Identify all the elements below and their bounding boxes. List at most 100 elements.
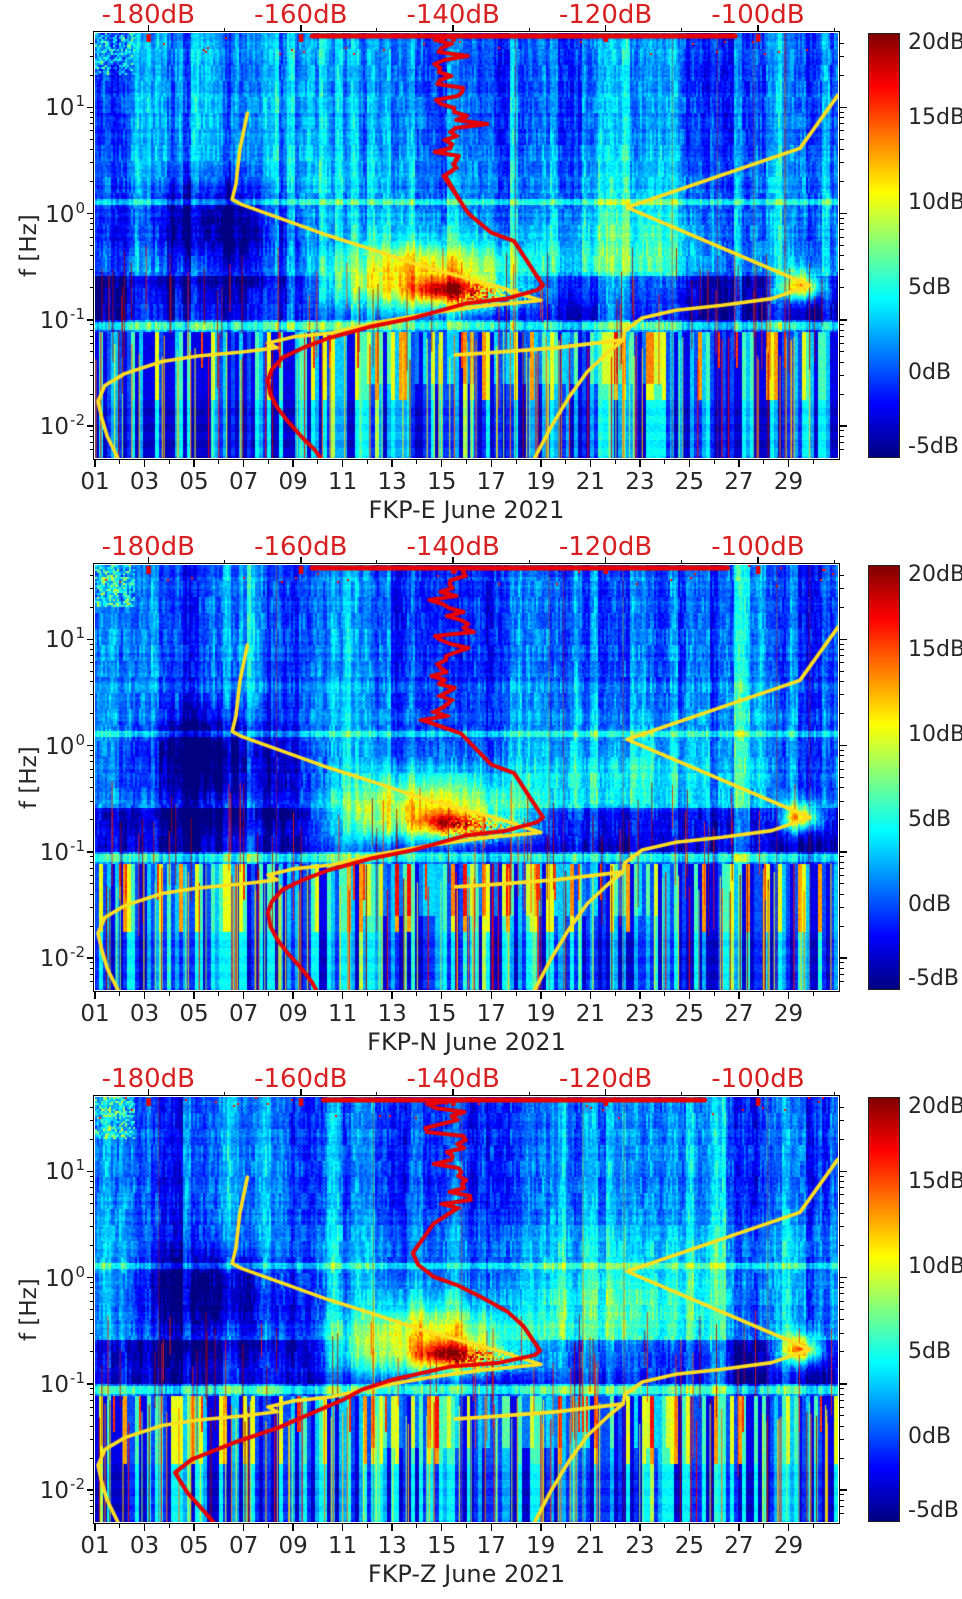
x-tick-label: 27 [724,1533,754,1559]
y-tick-label: 100 [29,199,85,228]
tick-mark [839,255,844,257]
tick-mark [839,425,847,427]
tick-mark [86,638,94,640]
y-tick-exponent: -2 [70,1475,85,1493]
tick-mark [89,962,94,964]
tick-mark [86,1170,94,1172]
tick-mark [89,800,94,802]
tick-mark [89,342,94,344]
tick-mark [757,25,759,32]
tick-mark [89,255,94,257]
tick-mark [839,649,844,651]
tick-mark [839,236,844,238]
tick-mark [839,1505,844,1507]
tick-mark [839,42,844,44]
tick-mark [267,1524,269,1528]
tick-mark [839,1399,844,1401]
tick-mark [713,1524,715,1528]
tick-mark [757,557,759,564]
tick-mark [89,670,94,672]
tick-mark [839,1293,844,1295]
tick-mark [89,117,94,119]
tick-mark [89,1213,94,1215]
tick-mark [839,867,844,869]
spectrogram-canvas-fkp-z [95,1097,838,1522]
tick-mark [89,1202,94,1204]
tick-mark [839,74,844,76]
tick-mark [168,460,170,464]
tick-mark [89,435,94,437]
tick-mark [839,162,844,164]
tick-mark [839,761,844,763]
y-tick-exponent: 0 [75,1262,85,1281]
tick-mark [143,1524,146,1531]
tick-mark [713,992,715,996]
y-tick-label: 10-1 [29,1369,85,1398]
tick-mark [89,56,94,58]
y-tick-base: 10 [39,946,70,972]
tick-mark [89,1226,94,1228]
tick-mark [147,557,150,564]
tick-mark [839,324,844,326]
colorbar-label: -5dB [908,966,959,991]
tick-mark [317,992,319,996]
x-tick-label: 23 [625,469,655,495]
x-tick-label: 05 [179,1533,209,1559]
tick-mark [242,460,245,467]
colorbar-label: 10dB [908,1254,962,1279]
x-tick-label: 03 [129,1533,160,1559]
y-tick-exponent: -2 [70,943,85,961]
tick-mark [589,1524,592,1531]
tick-mark [839,287,844,289]
tick-mark [833,1092,835,1096]
tick-mark [89,867,94,869]
tick-mark [839,973,844,975]
x-tick-label: 05 [179,469,209,495]
tick-mark [341,992,344,999]
tick-mark [763,460,765,464]
y-tick-exponent: -1 [70,1368,85,1387]
x-tick-label: 11 [328,469,358,495]
tick-mark [839,856,844,858]
tick-mark [839,662,844,664]
tick-mark [839,787,844,789]
tick-mark [466,992,467,996]
tick-mark [839,874,844,876]
x-tick-label: 15 [427,1533,457,1559]
tick-mark [839,906,844,908]
tick-mark [292,992,294,999]
tick-mark [757,1089,759,1096]
tick-mark [839,393,844,395]
tick-mark [86,319,94,321]
tick-mark [466,1524,467,1528]
tick-mark [839,130,844,132]
tick-mark [89,861,94,863]
tick-mark [839,342,844,344]
tick-mark [89,787,94,789]
tick-mark [839,1388,844,1390]
tick-mark [89,1406,94,1408]
tick-mark [839,694,844,696]
tick-mark [89,1175,94,1177]
x-tick-label: 09 [278,1533,308,1559]
y-tick-label: 100 [29,1263,85,1292]
tick-mark [366,460,368,464]
tick-mark [839,1425,844,1427]
y-tick-base: 10 [39,839,70,866]
tick-mark [466,460,467,464]
y-axis-label: f [Hz] [16,1278,42,1341]
tick-mark [839,111,844,113]
tick-mark [565,1524,567,1528]
tick-mark [839,670,844,672]
tick-mark [242,1524,245,1531]
colorbar-label: 10dB [908,190,962,215]
tick-mark [839,1175,844,1177]
tick-mark [193,992,195,999]
tick-mark [89,643,94,645]
y-tick-exponent: -1 [70,304,85,323]
colorbar-label: 20dB [908,1094,962,1119]
tick-mark [89,236,94,238]
tick-mark [839,1213,844,1215]
tick-mark [416,992,418,996]
colorbar-label: 0dB [908,1424,952,1449]
